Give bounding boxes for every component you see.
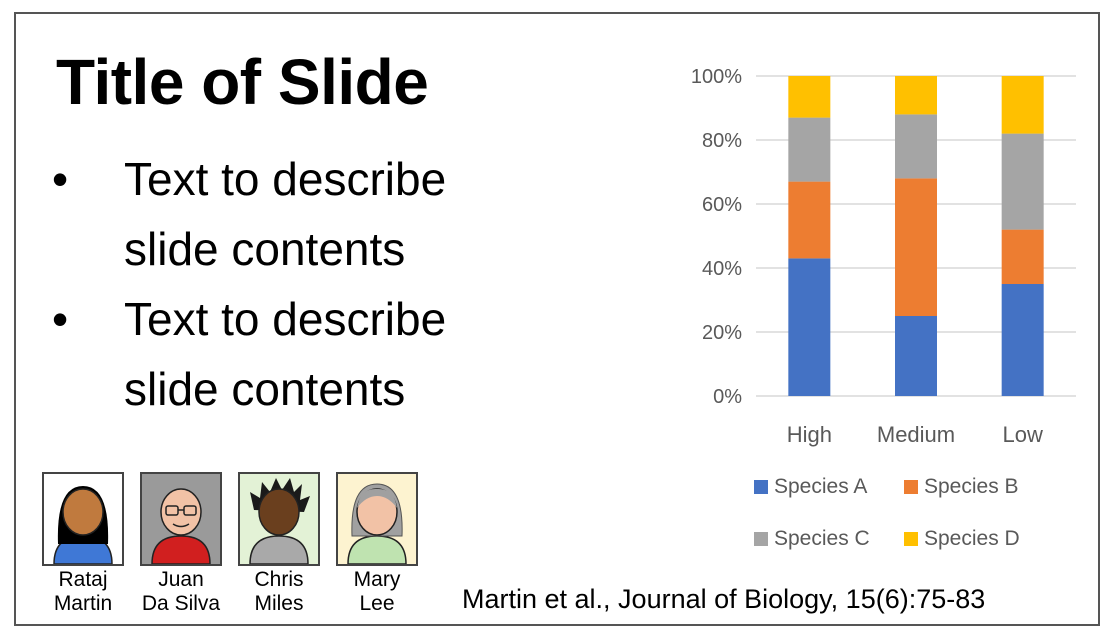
bullet-text-line: Text to describe: [124, 293, 447, 345]
author-first-name: Juan: [158, 568, 204, 591]
bar-segment: [895, 178, 937, 316]
person-icon: [347, 483, 407, 564]
stacked-bar-chart: 0% 20% 40% 60% 80% 100% High Medium Low Species A…: [691, 66, 1076, 550]
author-last-name: Lee: [359, 592, 395, 615]
bar-segment: [1001, 229, 1044, 284]
legend-label: Species C: [774, 527, 870, 550]
person-icon: [53, 486, 113, 564]
avatar: [238, 472, 320, 566]
author-last-name: Martin: [53, 592, 113, 615]
avatar: [140, 472, 222, 566]
author-first-name: Chris: [254, 568, 304, 591]
bar-segment: [788, 181, 831, 259]
y-tick-label: 100%: [691, 66, 742, 88]
legend-swatch: [904, 480, 918, 494]
author-last-name: Da Silva: [141, 592, 221, 615]
bullet-text-line: slide contents: [124, 223, 406, 275]
bar-segment: [895, 316, 937, 396]
y-tick-label: 0%: [713, 386, 742, 408]
bullet-item: • Text to describe slide contents: [52, 284, 554, 424]
citation: Martin et al., Journal of Biology, 15(6)…: [462, 584, 986, 614]
bar-segment: [895, 114, 937, 179]
author-card: Chris Miles: [234, 472, 324, 616]
bar-segment: [1001, 76, 1044, 134]
author-first-name: Rataj: [58, 568, 108, 591]
bar-segment: [895, 76, 937, 115]
author-card: Mary Lee: [332, 472, 422, 616]
slide-title: Title of Slide: [56, 46, 429, 118]
person-icon: [249, 478, 310, 564]
author-last-name: Miles: [254, 592, 304, 615]
legend-label: Species D: [924, 527, 1020, 550]
avatar: [336, 472, 418, 566]
bar-segment: [788, 117, 831, 182]
x-tick-label: Medium: [877, 422, 955, 447]
avatar: [42, 472, 124, 566]
x-tick-label: High: [787, 422, 832, 447]
y-tick-label: 60%: [702, 194, 742, 216]
legend-swatch: [754, 532, 768, 546]
person-icon: [151, 488, 211, 564]
legend-swatch: [754, 480, 768, 494]
legend-swatch: [904, 532, 918, 546]
bar-segment: [1001, 133, 1044, 230]
bullet-text-line: Text to describe: [124, 153, 447, 205]
bar-segment: [1001, 284, 1044, 396]
slide: Title of Slide • Text to describe slide …: [14, 12, 1100, 626]
author-card: Juan Da Silva: [136, 472, 226, 616]
legend-label: Species A: [774, 475, 867, 498]
bullet-icon: •: [52, 153, 69, 205]
x-tick-label: Low: [1002, 422, 1042, 447]
bullet-item: • Text to describe slide contents: [52, 144, 554, 284]
y-tick-label: 80%: [702, 130, 742, 152]
author-card: Rataj Martin: [38, 472, 128, 616]
y-tick-label: 20%: [702, 322, 742, 344]
bullet-list: • Text to describe slide contents • Text…: [52, 144, 554, 424]
bar-segment: [788, 258, 831, 396]
bullet-icon: •: [52, 293, 69, 345]
bullet-text-line: slide contents: [124, 363, 406, 415]
bar-segment: [788, 76, 831, 118]
legend-label: Species B: [924, 475, 1019, 498]
y-tick-label: 40%: [702, 258, 742, 280]
author-first-name: Mary: [353, 568, 401, 591]
